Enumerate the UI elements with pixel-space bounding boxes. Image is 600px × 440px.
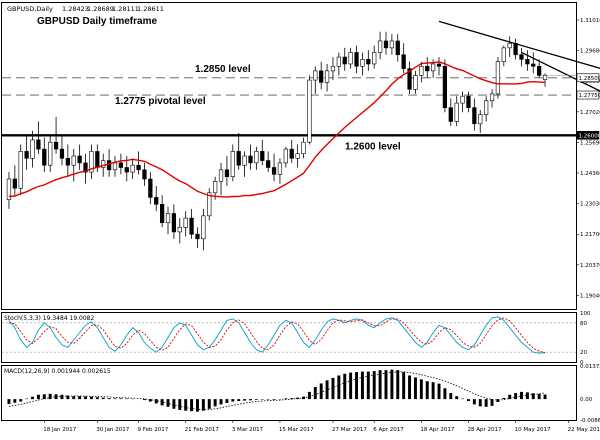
ohlc-close: 1.28611 bbox=[137, 5, 164, 13]
stochastic-label: Stoch(5,3,3) 19.3484 19.0082 bbox=[4, 315, 95, 322]
price-label-box: 1.26000 bbox=[577, 131, 600, 139]
level-label: 1.2850 level bbox=[195, 64, 251, 75]
symbol-timeframe-label: GBPUSD,Daily bbox=[7, 5, 53, 13]
price-tick-label: 1.19040 bbox=[580, 293, 600, 299]
price-axis-ticks: 1.310101.296801.283501.270201.256901.243… bbox=[576, 18, 600, 299]
price-tick-label: 1.24360 bbox=[580, 171, 600, 177]
candle bbox=[19, 144, 23, 195]
date-tick-label: 6 Apr 2017 bbox=[373, 427, 404, 433]
date-tick-label: 9 Feb 2017 bbox=[138, 427, 169, 433]
level-label: 1.2775 pivotal level bbox=[115, 96, 206, 107]
macd-tick-label: 0.013724 bbox=[580, 364, 600, 370]
price-label-box: 1.28500 bbox=[577, 74, 600, 82]
price-tick-label: 1.21700 bbox=[580, 232, 600, 238]
date-tick-label: 18 Apr 2017 bbox=[420, 427, 455, 433]
date-tick-label: 30 Jan 2017 bbox=[96, 427, 129, 433]
price-tick-label: 1.20370 bbox=[580, 263, 600, 269]
macd-tick-label: 0.00 bbox=[580, 397, 593, 403]
price-label-text: 1.27750 bbox=[579, 93, 600, 99]
date-tick-label: 10 May 2017 bbox=[515, 427, 551, 433]
main-price-panel bbox=[2, 3, 577, 310]
date-tick-label: 15 Mar 2017 bbox=[279, 427, 314, 433]
price-tick-label: 1.25690 bbox=[580, 140, 600, 146]
candle bbox=[443, 59, 447, 112]
macd-tick-label: -0.008657 bbox=[580, 418, 600, 424]
price-tick-label: 1.27020 bbox=[580, 110, 600, 116]
date-axis: 18 Jan 2017 30 Jan 2017 9 Feb 2017 21 Feb 2… bbox=[43, 420, 600, 433]
candle bbox=[308, 75, 312, 144]
ohlc-low: 1.28111 bbox=[112, 5, 139, 13]
level-label: 1.2600 level bbox=[345, 141, 401, 152]
stochastic-tick-label: 100 bbox=[580, 311, 591, 317]
price-label-box: 1.27750 bbox=[577, 91, 600, 99]
ohlc-high: 1.28689 bbox=[87, 5, 114, 13]
macd-label: MACD(12,26,9) 0.001944 0.002615 bbox=[4, 368, 111, 375]
date-tick-label: 18 Jan 2017 bbox=[43, 427, 76, 433]
stochastic-tick-label: 80 bbox=[580, 321, 587, 327]
date-tick-label: 28 Apr 2017 bbox=[467, 427, 502, 433]
stochastic-tick-label: 20 bbox=[580, 350, 587, 356]
date-tick-label: 21 Feb 2017 bbox=[185, 427, 220, 433]
price-tick-label: 1.29680 bbox=[580, 49, 600, 55]
date-tick-label: 3 Mar 2017 bbox=[232, 427, 264, 433]
candle bbox=[207, 188, 211, 220]
ohlc-open: 1.28423 bbox=[62, 5, 89, 13]
price-tick-label: 1.23030 bbox=[580, 202, 600, 208]
date-tick-label: 22 May 2017 bbox=[568, 427, 600, 433]
price-label-text: 1.26000 bbox=[579, 133, 600, 139]
date-tick-label: 27 Mar 2017 bbox=[332, 427, 367, 433]
candle bbox=[496, 57, 500, 98]
price-label-text: 1.28500 bbox=[579, 76, 600, 82]
chart-title: GBPUSD Daily timeframe bbox=[37, 16, 157, 27]
price-tick-label: 1.31010 bbox=[580, 18, 600, 24]
